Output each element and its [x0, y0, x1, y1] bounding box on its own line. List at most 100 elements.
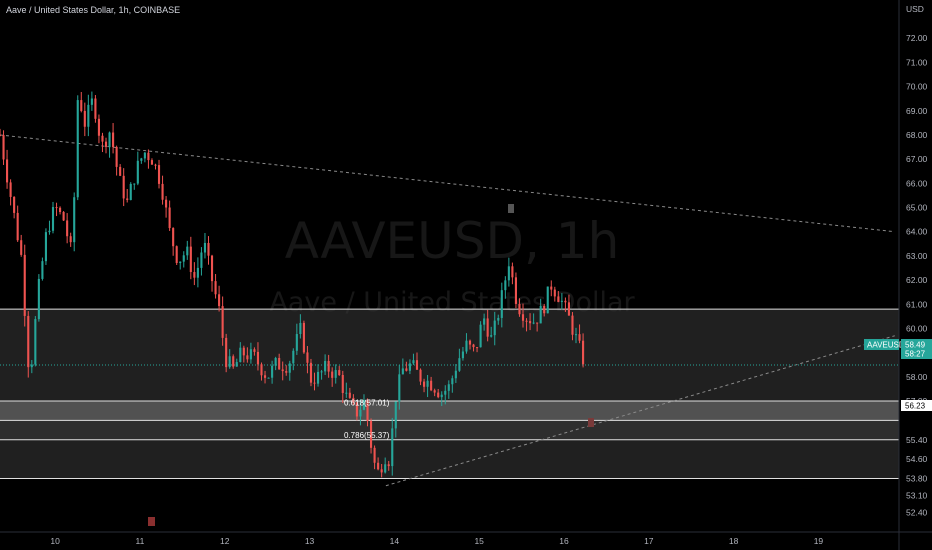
x-tick-label: 19 — [814, 536, 824, 546]
candle-body — [122, 175, 125, 199]
candle-body — [320, 371, 323, 373]
countdown-label: 58:27 — [905, 350, 926, 359]
lines-layer — [0, 134, 899, 487]
candle-body — [136, 160, 139, 184]
candle-body — [384, 464, 387, 473]
x-tick-label: 10 — [50, 536, 60, 546]
candle-body — [193, 272, 196, 278]
current-symbol-label: AAVEUSD — [867, 341, 905, 350]
candle-body — [302, 322, 305, 353]
candle-body — [447, 384, 450, 391]
candle-body — [16, 212, 19, 241]
level-price-value: 56.23 — [905, 402, 926, 411]
candle-body — [348, 392, 351, 398]
candle-body — [13, 196, 16, 213]
candle-body — [235, 362, 238, 367]
candle-body — [295, 334, 298, 351]
candle-body — [267, 377, 270, 379]
candle-body — [574, 334, 578, 336]
candle-body — [147, 152, 150, 161]
candle-body — [104, 141, 108, 147]
candle-body — [196, 267, 199, 278]
candle-body — [200, 252, 203, 268]
candle-body — [274, 357, 277, 366]
y-axis-ticks[interactable]: 72.00 71.00 70.00 69.00 68.00 67.00 66.00 65.00… — [906, 33, 928, 517]
event-marker[interactable] — [148, 517, 155, 526]
candle-body — [172, 228, 175, 247]
candle-body — [161, 183, 164, 200]
candle-body — [306, 352, 309, 363]
candle-body — [433, 390, 436, 393]
candle-body — [90, 98, 93, 105]
y-tick-label: 69.00 — [906, 106, 928, 116]
candle-body — [514, 277, 517, 304]
candle-body — [430, 380, 433, 391]
candle-body — [119, 166, 122, 176]
candle-body — [507, 266, 510, 281]
candle-body — [101, 135, 104, 142]
candle-body — [175, 246, 178, 263]
symbol-header[interactable]: Aave / United States Dollar, 1h, COINBAS… — [6, 5, 181, 15]
x-tick-label: 13 — [305, 536, 315, 546]
candle-body — [525, 320, 528, 322]
candle-body — [51, 207, 55, 231]
event-marker[interactable] — [588, 418, 594, 427]
candle-body — [543, 305, 546, 314]
candle-body — [316, 371, 320, 384]
y-tick-label: 55.40 — [906, 435, 928, 445]
candle-body — [341, 374, 344, 394]
candle-body — [504, 280, 507, 291]
current-price-tag[interactable]: AAVEUSD 58.49 58:27 — [864, 339, 932, 359]
candle-body — [412, 360, 415, 364]
candle-body — [189, 246, 192, 273]
y-tick-label: 53.10 — [906, 490, 928, 500]
level-price-tag[interactable]: 56.23 — [901, 400, 932, 411]
y-tick-label: 70.00 — [906, 82, 928, 92]
candle-body — [398, 374, 401, 402]
candle-body — [80, 100, 83, 111]
candle-body — [437, 392, 440, 398]
candle-body — [377, 462, 380, 470]
candle-body — [76, 100, 79, 198]
candle-body — [66, 220, 69, 237]
candle-body — [518, 303, 521, 315]
candle-body — [97, 118, 101, 136]
candle-body — [338, 370, 341, 375]
candle-body — [426, 380, 429, 387]
candle-body — [422, 381, 426, 387]
candle-body — [366, 400, 369, 422]
trend-line[interactable] — [385, 335, 895, 487]
candle-body — [500, 290, 503, 318]
y-tick-label: 61.00 — [906, 299, 928, 309]
candle-body — [157, 165, 161, 184]
y-tick-label: 52.40 — [906, 507, 928, 517]
candle-body — [34, 319, 37, 365]
fib-label[interactable]: 0.786(55.37) — [344, 431, 390, 440]
candle-body — [126, 198, 129, 200]
candle-body — [355, 402, 358, 417]
candle-body — [260, 364, 263, 376]
fib-label[interactable]: 0.618(57.01) — [344, 398, 390, 407]
candle-body — [564, 300, 567, 303]
candle-body — [380, 469, 383, 473]
candle-body — [440, 394, 443, 398]
zone-rect[interactable] — [0, 401, 899, 421]
event-marker[interactable] — [508, 204, 514, 213]
candle-body — [405, 368, 408, 371]
candle-body — [108, 132, 111, 147]
candle-body — [373, 447, 376, 463]
candle-body — [309, 362, 313, 383]
candle-body — [483, 318, 486, 325]
candle-body — [263, 375, 267, 378]
candle-body — [553, 289, 556, 297]
x-axis-ticks[interactable]: 10 11 12 13 14 15 16 17 18 19 — [50, 536, 823, 546]
current-price-value: 58.49 — [905, 341, 926, 350]
candle-body — [6, 159, 9, 183]
candle-body — [246, 355, 249, 360]
watermark-ticker: AAVEUSD, 1h — [285, 212, 620, 270]
candle-body — [179, 261, 182, 263]
zone-rect[interactable] — [0, 420, 899, 479]
candle-body — [578, 334, 581, 341]
x-tick-label: 14 — [390, 536, 400, 546]
